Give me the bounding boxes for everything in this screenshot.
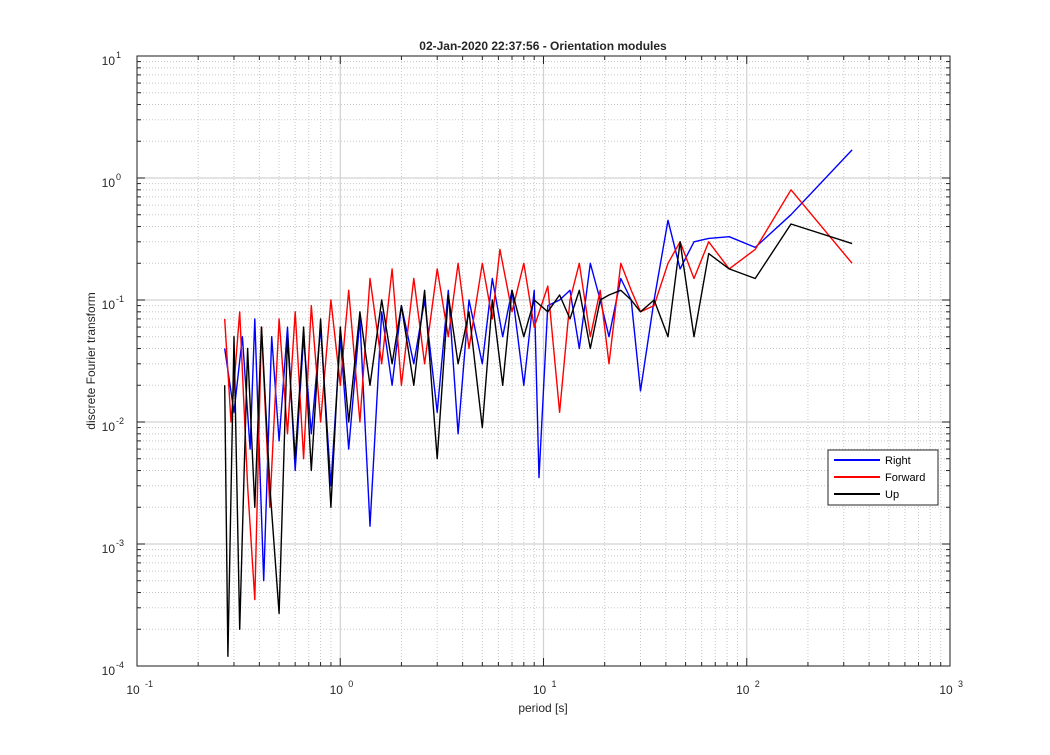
x-tick-labels: 10 -1 10 0 10 1 10 2 10 3 [126, 679, 963, 697]
minor-grid [137, 56, 950, 666]
y-tick-label: 10 [102, 542, 116, 556]
legend-label-right: Right [885, 455, 911, 467]
y-tick-label-exponent: 0 [116, 172, 121, 182]
series-layer [224, 149, 853, 657]
x-tick-label: 10 [330, 683, 344, 697]
y-tick-label: 10 [102, 298, 116, 312]
axis-ticks [136, 55, 951, 667]
y-tick-label: 10 [102, 420, 116, 434]
legend-label-up: Up [885, 489, 899, 501]
x-tick-label: 10 [736, 683, 750, 697]
x-tick-label-exponent: 3 [958, 679, 963, 689]
x-tick-label-exponent: 1 [552, 679, 557, 689]
x-tick-label-exponent: 0 [348, 679, 353, 689]
x-axis-label: period [s] [518, 701, 567, 715]
y-axis-label: discrete Fourier transform [84, 292, 98, 429]
x-tick-label: 10 [126, 683, 140, 697]
x-tick-label-exponent: -1 [145, 679, 153, 689]
chart-title: 02-Jan-2020 22:37:56 - Orientation modul… [419, 39, 667, 53]
y-tick-label: 10 [102, 54, 116, 68]
series-line-forward [224, 189, 853, 601]
x-tick-label: 10 [533, 683, 547, 697]
y-tick-label: 10 [102, 176, 116, 190]
y-tick-label-exponent: -1 [116, 294, 124, 304]
x-tick-label-exponent: 2 [755, 679, 760, 689]
series-line-up [224, 223, 853, 657]
y-tick-label-exponent: 1 [116, 50, 121, 60]
y-tick-label-exponent: -3 [116, 538, 124, 548]
y-tick-label-exponent: -2 [116, 416, 124, 426]
legend[interactable]: Right Forward Up [827, 449, 939, 506]
y-tick-label: 10 [102, 664, 116, 678]
legend-label-forward: Forward [885, 472, 925, 484]
x-tick-label: 10 [939, 683, 953, 697]
y-tick-label-exponent: -4 [116, 660, 124, 670]
